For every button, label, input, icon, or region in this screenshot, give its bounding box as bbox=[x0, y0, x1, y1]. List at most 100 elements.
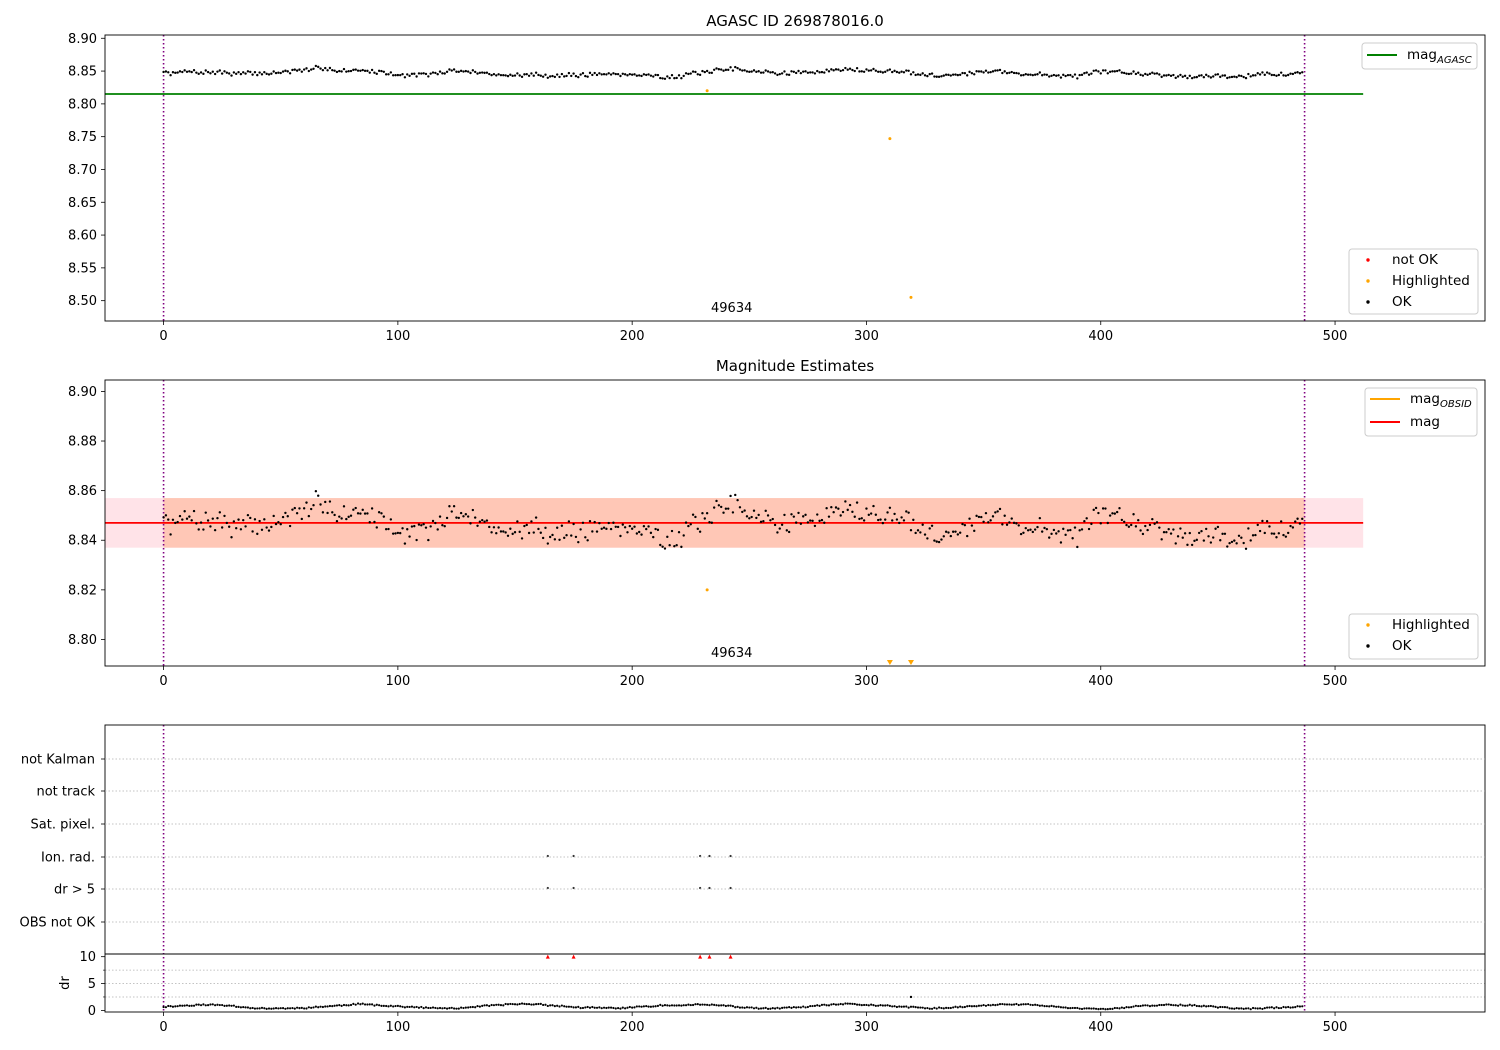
ok-point bbox=[553, 538, 557, 541]
ok-point bbox=[848, 503, 852, 507]
ok-point bbox=[1200, 74, 1203, 77]
ok-point bbox=[546, 542, 550, 545]
ok-point bbox=[366, 69, 369, 73]
dr-point bbox=[551, 1004, 554, 1007]
dr-point bbox=[230, 1004, 233, 1007]
dr-y-tick-label: 0 bbox=[88, 1004, 96, 1019]
ok-point bbox=[1137, 71, 1140, 74]
dr-point bbox=[530, 1003, 533, 1006]
dr-point bbox=[211, 1003, 214, 1006]
dr-point bbox=[1153, 1004, 1156, 1007]
ok-point bbox=[314, 64, 318, 68]
ok-point bbox=[881, 71, 885, 74]
ok-point bbox=[427, 538, 430, 542]
ok-point bbox=[459, 69, 463, 73]
ok-point bbox=[331, 68, 334, 72]
dr-point bbox=[984, 1004, 988, 1007]
dr-point bbox=[855, 1003, 859, 1006]
ok-point bbox=[384, 73, 388, 76]
dr-point bbox=[216, 1003, 219, 1006]
dr-point bbox=[998, 1003, 1002, 1006]
dr-point bbox=[1116, 1006, 1119, 1010]
dr-point bbox=[483, 1004, 486, 1007]
dr-point bbox=[1008, 1003, 1011, 1006]
ok-point bbox=[1268, 525, 1271, 528]
ok-point bbox=[771, 517, 774, 521]
dr-point bbox=[933, 1006, 936, 1009]
dr-point bbox=[1216, 1006, 1220, 1009]
dr-point bbox=[694, 1003, 697, 1006]
ok-point bbox=[799, 522, 803, 525]
ok-point bbox=[825, 68, 828, 71]
dr-point bbox=[605, 1006, 608, 1010]
ok-point bbox=[490, 73, 493, 77]
dr-point bbox=[312, 1006, 315, 1009]
panel1-annotation: 49634 bbox=[711, 301, 752, 316]
dr-point bbox=[771, 1007, 774, 1010]
dr-point bbox=[1221, 1005, 1224, 1009]
dr-point bbox=[206, 1004, 210, 1007]
ok-point bbox=[1165, 531, 1168, 534]
ok-point bbox=[823, 71, 826, 74]
dr-point bbox=[1174, 1004, 1177, 1007]
dr-point bbox=[445, 1007, 449, 1010]
dr-point bbox=[724, 1004, 727, 1008]
ok-point bbox=[933, 75, 936, 78]
ok-point bbox=[197, 528, 200, 531]
ok-point bbox=[1062, 527, 1065, 531]
ok-point bbox=[450, 510, 453, 513]
dr-point bbox=[673, 1004, 676, 1007]
ok-point bbox=[394, 74, 397, 77]
dr-point bbox=[776, 1006, 779, 1009]
dr-point bbox=[354, 1003, 357, 1006]
ok-point bbox=[698, 73, 702, 77]
dr-point bbox=[347, 1004, 350, 1007]
dr-point bbox=[745, 1006, 749, 1009]
dr-point bbox=[556, 1004, 559, 1007]
dr-point bbox=[759, 1007, 763, 1010]
ok-point bbox=[661, 77, 664, 80]
ok-point bbox=[825, 507, 828, 510]
ok-point bbox=[1230, 540, 1234, 544]
dr-point bbox=[572, 1006, 575, 1009]
dr-point bbox=[1141, 1004, 1145, 1007]
dr-point bbox=[1059, 1006, 1063, 1009]
dr-point bbox=[830, 1003, 833, 1006]
ok-point bbox=[403, 76, 407, 79]
dr-point bbox=[813, 1004, 817, 1008]
ok-point bbox=[1010, 70, 1013, 74]
ok-point bbox=[626, 74, 629, 77]
ok-point bbox=[319, 67, 322, 70]
ok-point bbox=[167, 71, 170, 74]
dr-point bbox=[912, 1005, 915, 1008]
dr-point bbox=[1287, 1005, 1290, 1009]
dr-point bbox=[689, 1003, 692, 1007]
ok-point bbox=[1069, 528, 1072, 532]
y-tick-label: 8.60 bbox=[68, 229, 97, 244]
ok-point bbox=[242, 518, 245, 522]
ok-point bbox=[525, 523, 528, 527]
ok-point bbox=[225, 521, 229, 525]
ok-point bbox=[518, 530, 521, 534]
ok-point bbox=[288, 72, 292, 75]
ok-point bbox=[717, 68, 721, 71]
dr-point bbox=[624, 1007, 627, 1010]
dr-point bbox=[1062, 1006, 1065, 1009]
ok-point bbox=[570, 74, 573, 78]
ok-point bbox=[481, 518, 484, 522]
ok-point bbox=[413, 524, 416, 528]
dr-point bbox=[699, 1003, 702, 1006]
ok-point bbox=[361, 68, 364, 72]
ok-point bbox=[792, 515, 796, 518]
out-of-range-marker bbox=[886, 660, 893, 665]
ok-point bbox=[174, 521, 177, 525]
ok-point bbox=[593, 71, 596, 75]
dr-point bbox=[809, 1004, 812, 1008]
dr-point bbox=[652, 1005, 655, 1008]
ok-point bbox=[1209, 541, 1213, 544]
ok-point bbox=[942, 74, 945, 77]
ok-point bbox=[464, 69, 468, 73]
ok-point bbox=[237, 70, 240, 74]
ok-point bbox=[1012, 521, 1016, 525]
dr-point bbox=[1237, 1007, 1241, 1010]
